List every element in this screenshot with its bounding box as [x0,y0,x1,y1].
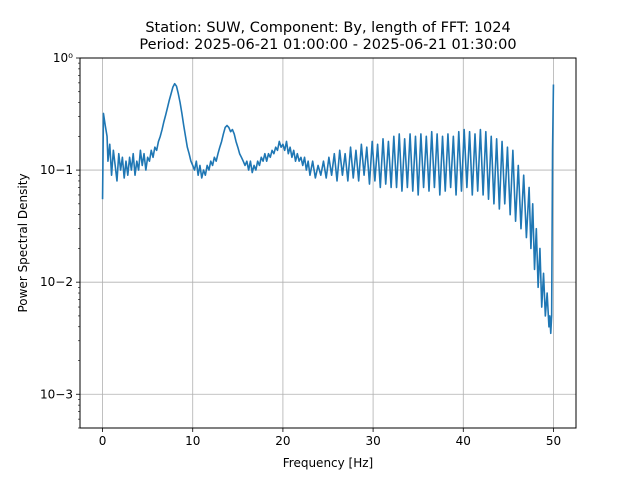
x-tick-label: 20 [275,434,290,448]
ticks: 0 10 20 30 40 50 10−3 10−2 10−1 10⁰ [40,51,561,448]
y-tick-label: 10−2 [40,275,73,289]
plot-frame [79,57,577,429]
x-tick-label: 0 [99,434,107,448]
series-layer [101,82,555,335]
psd-series-line [101,82,555,335]
x-tick-label: 50 [546,434,561,448]
x-axis-label: Frequency [Hz] [283,456,374,470]
x-tick-label: 10 [185,434,200,448]
y-axis-label: Power Spectral Density [16,173,30,312]
x-tick-label: 40 [456,434,471,448]
y-tick-label: 10−3 [40,387,73,401]
chart-subtitle: Period: 2025-06-21 01:00:00 - 2025-06-21… [139,37,516,53]
y-tick-label: 10⁰ [53,51,73,65]
y-tick-label: 10−1 [40,163,73,177]
x-tick-label: 30 [365,434,380,448]
chart-title: Station: SUW, Component: By, length of F… [145,20,510,36]
